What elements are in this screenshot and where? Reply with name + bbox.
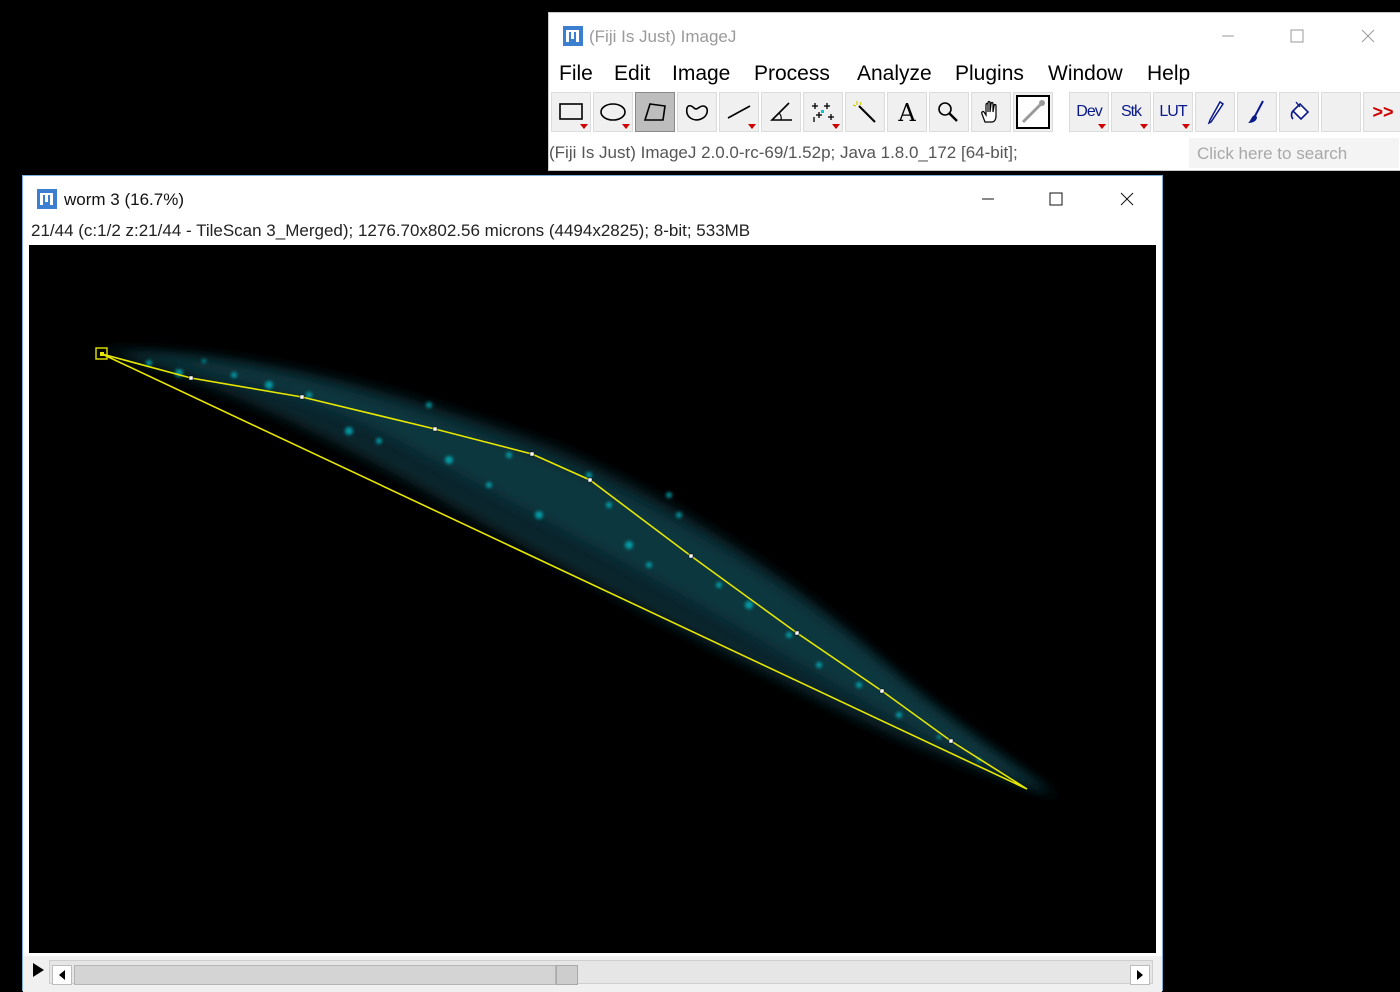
- dropper-icon: [1016, 95, 1050, 129]
- slice-scroll-thumb[interactable]: [555, 965, 578, 985]
- roi-vertex[interactable]: [948, 738, 954, 744]
- image-canvas[interactable]: [29, 245, 1156, 953]
- image-window: worm 3 (16.7%) 21/44 (c:1/2 z:21/44 - Ti…: [22, 175, 1163, 992]
- menu-bar: File Edit Image Process Analyze Plugins …: [549, 59, 1400, 89]
- rectangle-tool-button[interactable]: [551, 92, 591, 132]
- slice-scrollbar[interactable]: [49, 960, 1153, 985]
- minimize-button[interactable]: [965, 182, 1011, 216]
- angle-tool-button[interactable]: [761, 92, 801, 132]
- point-tool-button[interactable]: [803, 92, 843, 132]
- maximize-button[interactable]: [1033, 182, 1079, 216]
- polygon-tool-button[interactable]: [635, 92, 675, 132]
- slice-scroll-filled: [74, 965, 556, 985]
- pencil-icon: [1207, 100, 1225, 125]
- maximize-button[interactable]: [1274, 19, 1320, 53]
- menu-file[interactable]: File: [559, 62, 593, 85]
- roi-vertex[interactable]: [188, 375, 194, 381]
- brush-tool-button[interactable]: [1237, 92, 1277, 132]
- text-tool-button[interactable]: A: [887, 92, 927, 132]
- close-button[interactable]: [1104, 182, 1150, 216]
- fiji-logo-icon: [37, 189, 57, 209]
- roi-start-handle[interactable]: [95, 347, 108, 360]
- color-picker-button[interactable]: [1013, 92, 1053, 132]
- main-window-title: (Fiji Is Just) ImageJ: [589, 27, 737, 46]
- toolbar: A Dev Stk LUT: [549, 91, 1400, 135]
- roi-vertex[interactable]: [587, 477, 593, 483]
- roi-vertex[interactable]: [529, 451, 535, 457]
- roi-vertex[interactable]: [879, 688, 885, 694]
- pencil-tool-button[interactable]: [1195, 92, 1235, 132]
- worm-specimen: [99, 350, 1059, 797]
- multipoint-icon: [812, 103, 834, 122]
- paint-bucket-icon: [1290, 101, 1310, 121]
- empty-tool-slot[interactable]: [1321, 92, 1361, 132]
- menu-plugins[interactable]: Plugins: [955, 62, 1024, 85]
- freehand-tool-button[interactable]: [677, 92, 717, 132]
- wand-tool-button[interactable]: [845, 92, 885, 132]
- imagej-main-window: (Fiji Is Just) ImageJ File Edit Image Pr…: [548, 12, 1400, 171]
- magnifier-tool-button[interactable]: [929, 92, 969, 132]
- rectangle-icon: [559, 103, 583, 120]
- menu-image[interactable]: Image: [672, 62, 731, 85]
- menu-edit[interactable]: Edit: [614, 62, 651, 85]
- hand-tool-button[interactable]: [971, 92, 1011, 132]
- menu-analyze[interactable]: Analyze: [857, 62, 932, 85]
- oval-tool-button[interactable]: [593, 92, 633, 132]
- scroll-left-button[interactable]: [52, 965, 72, 985]
- image-title-bar[interactable]: worm 3 (16.7%): [23, 176, 1162, 221]
- oval-icon: [600, 103, 626, 121]
- fiji-logo-icon: [563, 26, 583, 46]
- stack-slider-bar: [23, 956, 1162, 992]
- play-animation-button[interactable]: [33, 963, 44, 977]
- menu-window[interactable]: Window: [1048, 62, 1123, 85]
- menu-process[interactable]: Process: [754, 62, 830, 85]
- search-input[interactable]: Click here to search: [1188, 137, 1400, 169]
- line-tool-button[interactable]: [719, 92, 759, 132]
- hand-icon: [981, 100, 997, 123]
- freehand-icon: [685, 104, 709, 121]
- dev-menu-button[interactable]: Dev: [1069, 92, 1109, 132]
- polygon-roi[interactable]: [95, 347, 1028, 790]
- angle-icon: [770, 102, 792, 121]
- roi-vertex[interactable]: [432, 426, 438, 432]
- text-icon: A: [897, 100, 916, 124]
- lut-menu-button[interactable]: LUT: [1153, 92, 1193, 132]
- image-info: 21/44 (c:1/2 z:21/44 - TileScan 3_Merged…: [31, 221, 751, 240]
- svg-text:A: A: [897, 100, 916, 124]
- magnifier-icon: [938, 102, 958, 122]
- polygon-icon: [643, 103, 666, 121]
- image-window-title: worm 3 (16.7%): [64, 190, 184, 209]
- roi-vertex[interactable]: [299, 394, 305, 400]
- more-tools-button[interactable]: >>: [1363, 92, 1400, 132]
- wand-icon: [852, 101, 876, 123]
- roi-vertex[interactable]: [794, 630, 800, 636]
- brush-icon: [1248, 100, 1264, 123]
- main-title-bar[interactable]: (Fiji Is Just) ImageJ: [549, 13, 1400, 58]
- menu-help[interactable]: Help: [1147, 62, 1191, 85]
- flood-fill-tool-button[interactable]: [1279, 92, 1319, 132]
- close-button[interactable]: [1345, 19, 1391, 53]
- minimize-button[interactable]: [1205, 19, 1251, 53]
- status-bar: (Fiji Is Just) ImageJ 2.0.0-rc-69/1.52p;…: [549, 143, 1018, 162]
- roi-vertex[interactable]: [688, 553, 694, 559]
- scroll-right-button[interactable]: [1130, 965, 1150, 985]
- stk-menu-button[interactable]: Stk: [1111, 92, 1151, 132]
- line-icon: [727, 105, 751, 119]
- roi-start-vertex: [100, 352, 104, 356]
